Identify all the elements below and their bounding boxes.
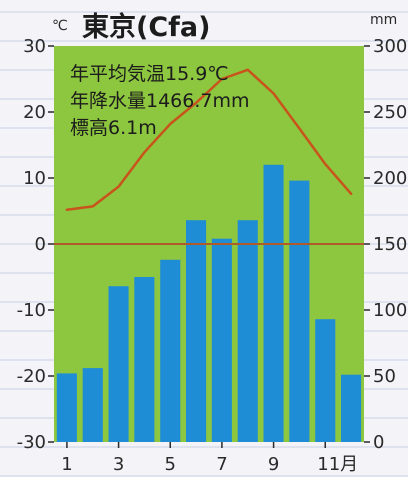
right-tick-label: 50	[373, 366, 396, 387]
right-tick-label: 300	[373, 36, 407, 57]
right-tick-label: 200	[373, 168, 407, 189]
temperature-line	[65, 68, 353, 211]
left-tick-label: 10	[23, 168, 46, 189]
left-tick-label: -10	[17, 300, 46, 321]
left-tick-label: -30	[17, 432, 46, 453]
precipitation-bars	[56, 164, 362, 443]
precipitation-bar-10	[289, 180, 310, 442]
left-axis-unit: ℃	[52, 18, 68, 34]
x-tick-label: 1	[61, 454, 72, 475]
right-tick-label: 250	[373, 102, 407, 123]
left-axis-ticks: -30 -20 -10 0 10 20 30	[17, 36, 54, 453]
info-line-precipitation: 年降水量1466.7mm	[70, 90, 250, 112]
precipitation-bar-7	[211, 238, 232, 442]
right-tick-label: 150	[373, 234, 407, 255]
precipitation-bar-6	[186, 220, 207, 442]
info-line-elevation: 標高6.1m	[70, 117, 157, 139]
precipitation-bar-4	[134, 277, 155, 442]
left-tick-label: -20	[17, 366, 46, 387]
info-panel: 年平均気温15.9℃ 年降水量1466.7mm 標高6.1m	[70, 63, 250, 139]
x-tick-label: 11月	[317, 454, 358, 475]
precipitation-bar-1	[56, 373, 77, 442]
precipitation-bar-9	[263, 164, 284, 443]
x-axis-ticks: 1 3 5 7 9 11月	[61, 442, 358, 475]
precipitation-bar-8	[237, 220, 258, 442]
left-tick-label: 30	[23, 36, 46, 57]
chart-title: 東京(Cfa)	[82, 11, 210, 43]
right-tick-label: 100	[373, 300, 407, 321]
x-tick-label: 5	[165, 454, 176, 475]
precipitation-bar-5	[160, 259, 181, 442]
precipitation-bar-2	[82, 368, 103, 442]
right-axis-ticks: 0 50 100 150 200 250 300	[364, 36, 407, 453]
x-tick-label: 7	[216, 454, 227, 475]
left-tick-label: 20	[23, 102, 46, 123]
precipitation-bar-3	[108, 286, 129, 442]
right-tick-label: 0	[373, 432, 384, 453]
right-axis-unit: mm	[370, 12, 397, 28]
left-tick-label: 0	[35, 234, 46, 255]
x-tick-label: 9	[268, 454, 279, 475]
precipitation-bar-11	[315, 319, 336, 442]
precipitation-bar-12	[341, 374, 362, 442]
info-line-temperature: 年平均気温15.9℃	[70, 63, 229, 85]
x-tick-label: 3	[113, 454, 124, 475]
